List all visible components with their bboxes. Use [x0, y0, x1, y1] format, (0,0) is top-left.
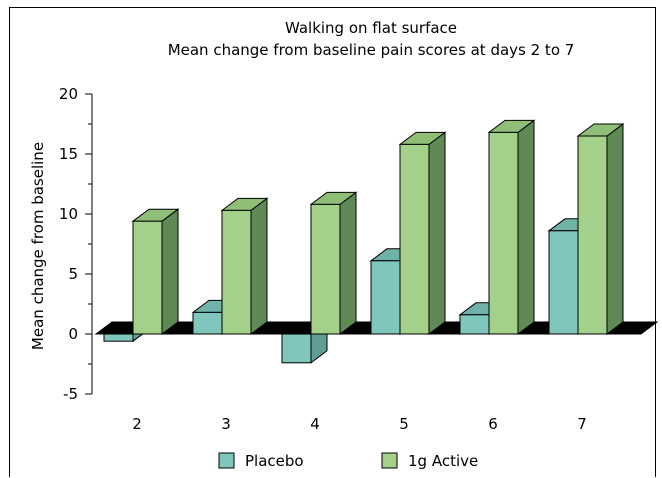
y-tick-label: 10 — [59, 205, 78, 223]
active-bar — [222, 198, 267, 334]
x-tick-label: 7 — [577, 415, 587, 433]
active-bar — [133, 209, 178, 334]
x-tick-label: 3 — [221, 415, 231, 433]
bar-front — [222, 210, 251, 334]
bar-side — [340, 192, 356, 334]
y-tick-label: -5 — [63, 385, 78, 403]
y-tick-label: 20 — [59, 85, 78, 103]
y-tick-label: 0 — [68, 325, 78, 343]
bar-front — [282, 334, 311, 363]
y-tick-label: 15 — [59, 145, 78, 163]
legend-label: Placebo — [245, 452, 304, 470]
bar-side — [518, 120, 534, 334]
x-tick-label: 6 — [488, 415, 498, 433]
bar-front — [133, 221, 162, 334]
plot-area: -5 0 5 10 15 20 2 3 4 5 6 7 — [59, 85, 657, 433]
bar-front — [104, 334, 133, 341]
legend-swatch — [219, 453, 234, 468]
legend: Placebo 1g Active — [219, 452, 478, 470]
legend-item: Placebo — [219, 452, 304, 470]
x-tick-label: 4 — [310, 415, 320, 433]
bar-side — [251, 198, 267, 334]
bar-side — [429, 132, 445, 334]
bar-front — [371, 261, 400, 334]
legend-label: 1g Active — [408, 452, 478, 470]
bar-front — [578, 136, 607, 334]
active-bar — [400, 132, 445, 334]
bar-side — [162, 209, 178, 334]
chart-subtitle: Mean change from baseline pain scores at… — [168, 41, 575, 59]
legend-swatch — [382, 453, 397, 468]
active-bar — [311, 192, 356, 334]
active-bar — [578, 124, 623, 334]
x-tick-label: 2 — [132, 415, 142, 433]
bar-front — [400, 144, 429, 334]
bar-front — [460, 315, 489, 334]
chart-title: Walking on flat surface — [285, 19, 457, 37]
bar-front — [311, 204, 340, 334]
active-bar — [489, 120, 534, 334]
bar-front — [489, 132, 518, 334]
bar-front — [549, 231, 578, 334]
bar-side — [607, 124, 623, 334]
y-tick-label: 5 — [68, 265, 78, 283]
bar-front — [193, 312, 222, 334]
y-axis-title: Mean change from baseline — [29, 142, 47, 350]
x-tick-label: 5 — [399, 415, 409, 433]
legend-item: 1g Active — [382, 452, 478, 470]
